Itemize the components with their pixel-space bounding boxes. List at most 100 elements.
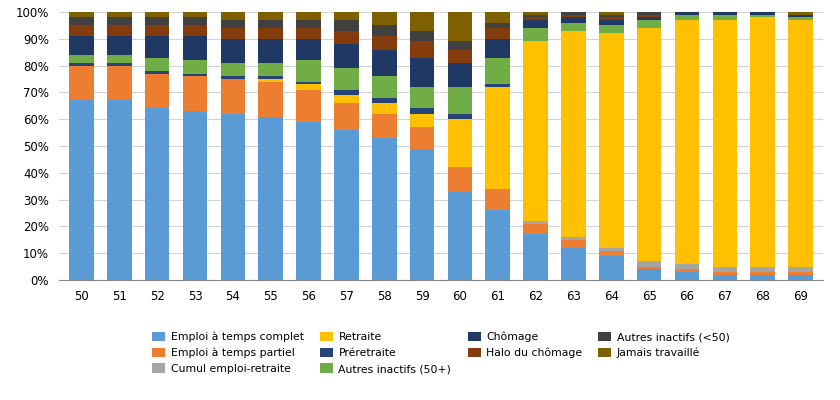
Bar — [183, 74, 207, 76]
Bar — [144, 12, 170, 17]
Bar — [637, 28, 661, 261]
Bar — [675, 269, 699, 272]
Bar — [410, 58, 434, 87]
Bar — [561, 12, 585, 15]
Bar — [637, 12, 661, 15]
Bar — [107, 12, 132, 17]
Bar — [448, 63, 472, 87]
Bar — [69, 66, 94, 100]
Bar — [183, 36, 207, 60]
Bar — [637, 15, 661, 17]
Bar — [486, 210, 510, 280]
Bar — [410, 127, 434, 149]
Bar — [144, 71, 170, 74]
Bar — [599, 12, 623, 15]
Bar — [788, 15, 813, 17]
Bar — [788, 20, 813, 266]
Bar — [637, 261, 661, 266]
Bar — [69, 25, 94, 36]
Bar — [523, 15, 548, 17]
Bar — [637, 266, 661, 269]
Bar — [486, 189, 510, 210]
Bar — [221, 114, 245, 280]
Bar — [69, 55, 94, 63]
Bar — [561, 23, 585, 31]
Bar — [372, 25, 396, 36]
Bar — [297, 20, 321, 28]
Bar — [448, 87, 472, 114]
Bar — [259, 116, 283, 280]
Bar — [69, 12, 94, 17]
Bar — [297, 60, 321, 82]
Bar — [750, 272, 775, 275]
Bar — [107, 66, 132, 100]
Bar — [599, 248, 623, 250]
Bar — [259, 82, 283, 116]
Bar — [69, 63, 94, 66]
Bar — [410, 108, 434, 114]
Bar — [561, 237, 585, 240]
Bar — [221, 12, 245, 20]
Bar — [448, 114, 472, 119]
Bar — [144, 17, 170, 25]
Bar — [712, 272, 738, 275]
Bar — [486, 28, 510, 39]
Bar — [334, 20, 359, 31]
Bar — [372, 114, 396, 138]
Bar — [448, 192, 472, 280]
Bar — [69, 17, 94, 25]
Bar — [297, 90, 321, 122]
Bar — [410, 12, 434, 31]
Bar — [410, 31, 434, 42]
Bar — [334, 44, 359, 68]
Bar — [750, 15, 775, 17]
Bar — [221, 39, 245, 63]
Bar — [221, 28, 245, 39]
Bar — [750, 17, 775, 266]
Bar — [259, 12, 283, 20]
Bar — [69, 36, 94, 55]
Bar — [712, 15, 738, 20]
Bar — [107, 36, 132, 55]
Bar — [334, 31, 359, 44]
Bar — [561, 17, 585, 23]
Bar — [183, 76, 207, 111]
Bar — [486, 39, 510, 58]
Bar — [221, 76, 245, 79]
Bar — [712, 12, 738, 15]
Bar — [637, 20, 661, 28]
Bar — [259, 79, 283, 82]
Bar — [334, 12, 359, 20]
Bar — [750, 275, 775, 280]
Bar — [372, 76, 396, 98]
Bar — [523, 42, 548, 221]
Bar — [297, 28, 321, 39]
Bar — [107, 55, 132, 63]
Bar — [486, 87, 510, 189]
Bar — [675, 264, 699, 269]
Bar — [183, 17, 207, 25]
Bar — [297, 39, 321, 60]
Bar — [561, 248, 585, 280]
Bar — [712, 266, 738, 272]
Bar — [599, 25, 623, 34]
Bar — [372, 103, 396, 114]
Bar — [486, 58, 510, 84]
Bar — [448, 42, 472, 50]
Bar — [183, 25, 207, 36]
Bar — [561, 15, 585, 17]
Bar — [107, 25, 132, 36]
Bar — [486, 12, 510, 23]
Bar — [372, 12, 396, 25]
Bar — [144, 74, 170, 108]
Bar — [599, 17, 623, 20]
Bar — [523, 224, 548, 234]
Bar — [675, 12, 699, 15]
Bar — [523, 17, 548, 20]
Bar — [599, 15, 623, 17]
Bar — [675, 20, 699, 264]
Bar — [221, 79, 245, 114]
Bar — [144, 58, 170, 71]
Bar — [334, 90, 359, 95]
Bar — [297, 122, 321, 280]
